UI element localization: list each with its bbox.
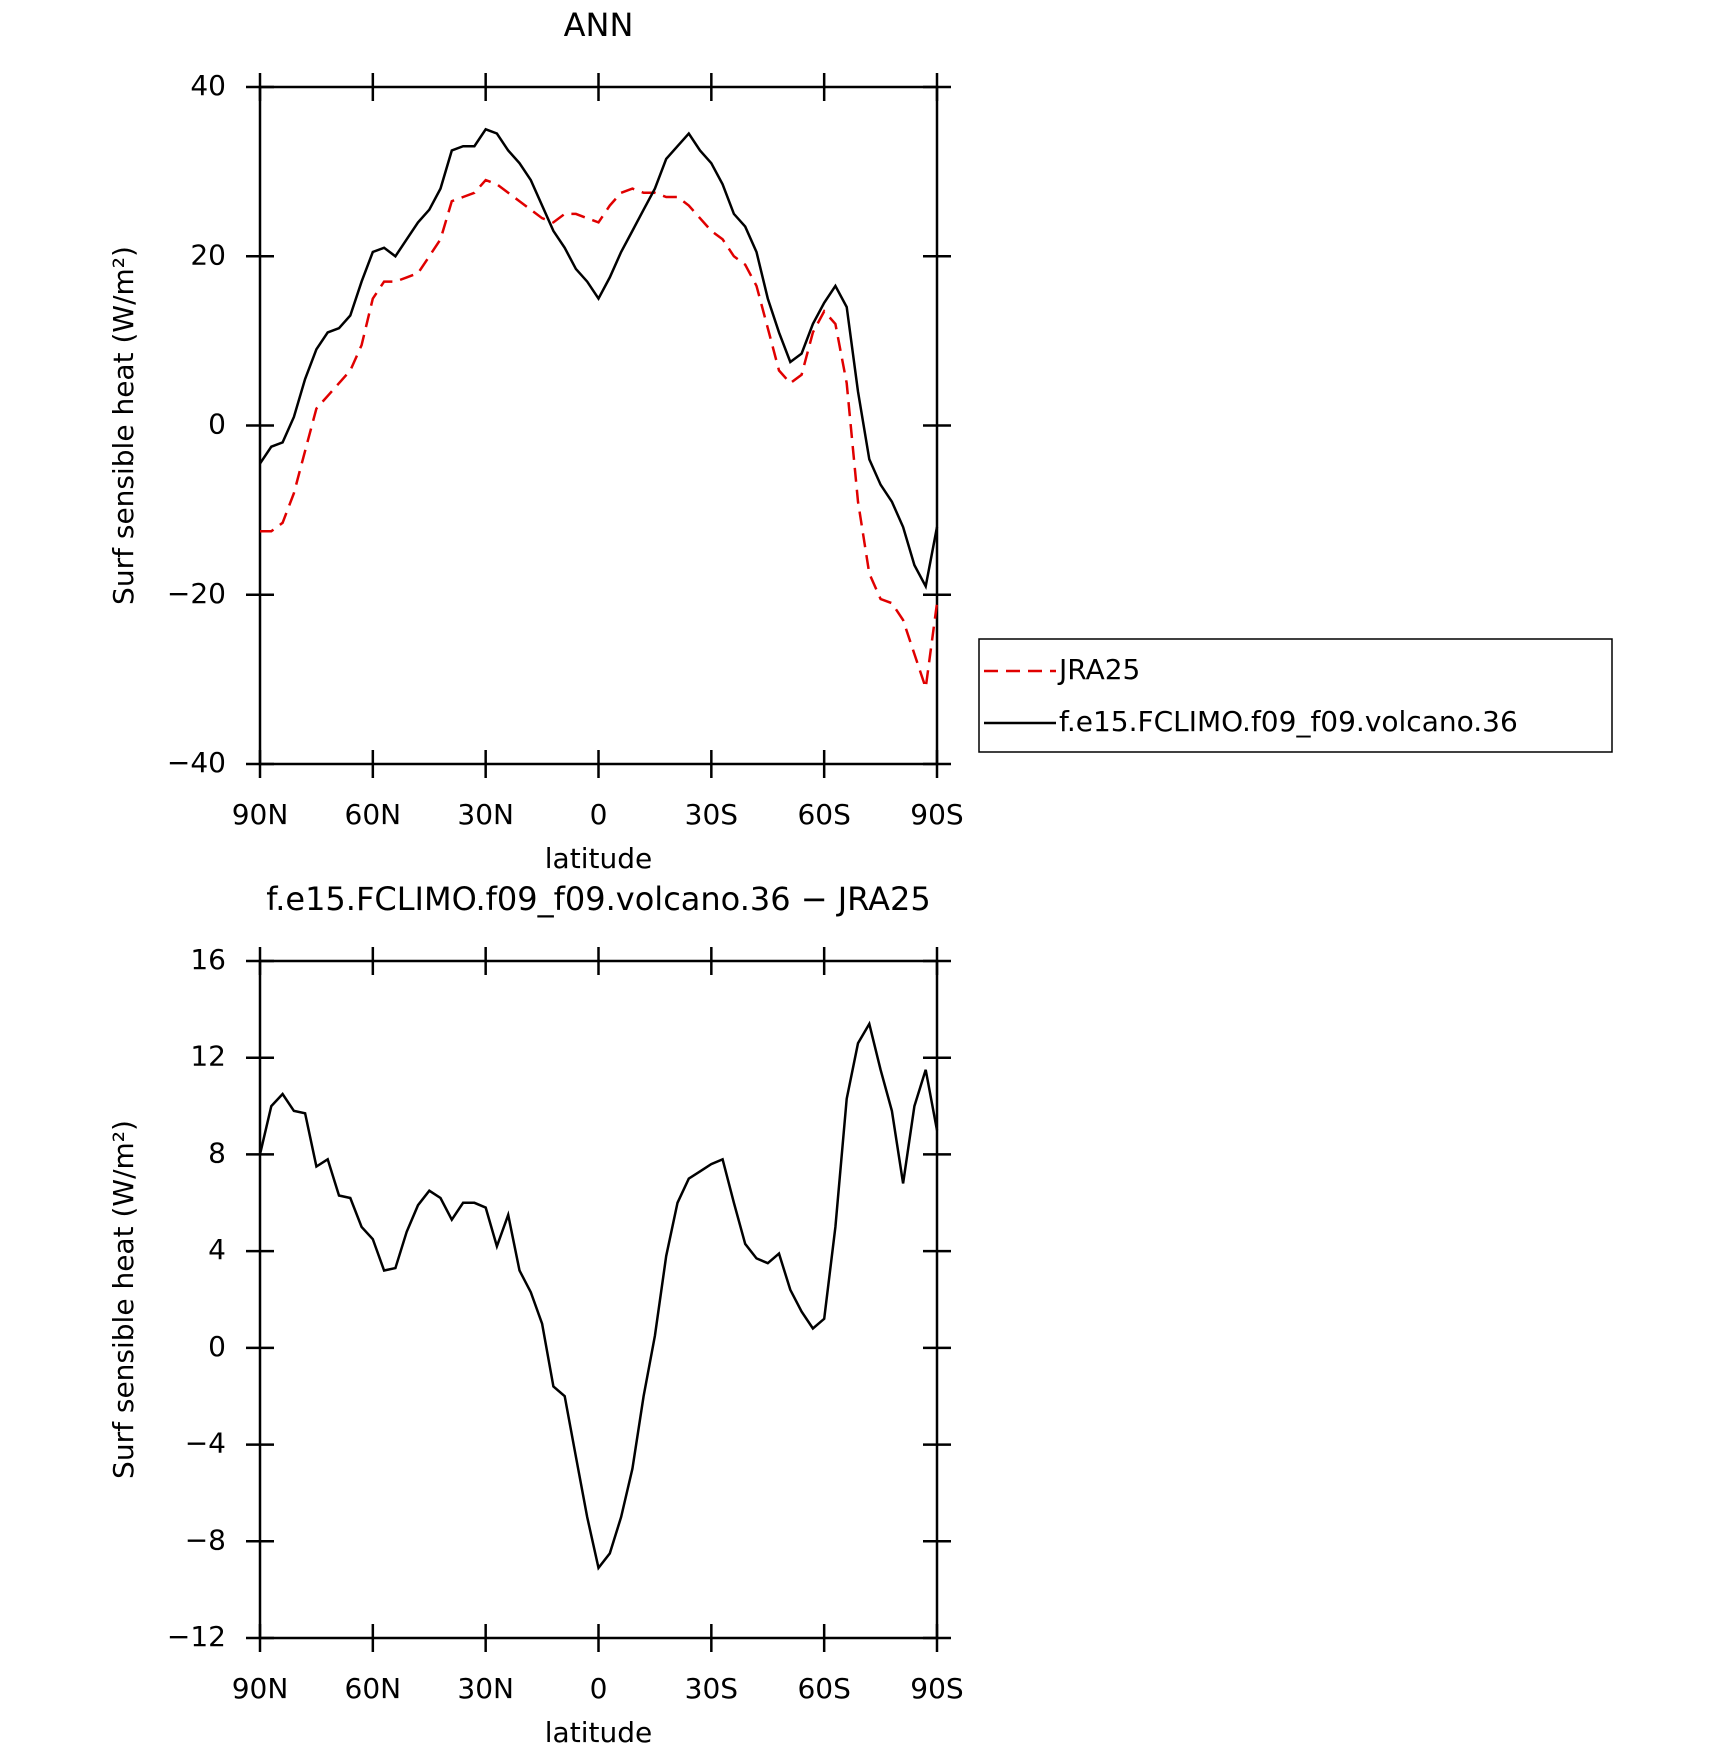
x-tick-label: 60N <box>345 1672 402 1705</box>
x-tick-label: 60N <box>345 798 402 831</box>
legend-label: f.e15.FCLIMO.f09_f09.volcano.36 <box>1059 705 1518 738</box>
y-tick-label: 4 <box>208 1233 226 1266</box>
x-tick-label: 90S <box>910 798 963 831</box>
data-line <box>260 178 939 689</box>
y-tick-label: 0 <box>208 408 226 441</box>
y-tick-label: 0 <box>208 1330 226 1363</box>
y-tick-label: 12 <box>190 1040 226 1073</box>
x-tick-label: 30N <box>457 1672 514 1705</box>
chart-title: ANN <box>564 6 634 44</box>
x-axis-label: latitude <box>545 842 652 875</box>
y-tick-label: −20 <box>167 577 226 610</box>
x-tick-label: 0 <box>590 798 608 831</box>
y-axis-label: Surf sensible heat (W/m²) <box>107 246 140 605</box>
x-tick-label: 90N <box>232 1672 289 1705</box>
x-tick-label: 90S <box>910 1672 963 1705</box>
y-tick-label: 20 <box>190 238 226 271</box>
x-tick-label: 30S <box>685 1672 738 1705</box>
x-tick-label: 60S <box>797 798 850 831</box>
y-tick-label: −8 <box>185 1523 226 1556</box>
x-tick-label: 60S <box>797 1672 850 1705</box>
y-tick-label: 40 <box>190 69 226 102</box>
x-tick-label: 0 <box>590 1672 608 1705</box>
y-tick-label: 16 <box>190 943 226 976</box>
x-axis-label: latitude <box>545 1716 652 1745</box>
data-line <box>258 1020 939 1571</box>
x-tick-label: 30N <box>457 798 514 831</box>
y-tick-label: −40 <box>167 746 226 779</box>
x-tick-label: 90N <box>232 798 289 831</box>
legend-box <box>978 638 1613 753</box>
legend: JRA25 f.e15.FCLIMO.f09_f09.volcano.36 <box>978 638 1613 753</box>
chart-title: f.e15.FCLIMO.f09_f09.volcano.36 − JRA25 <box>266 880 930 918</box>
legend-label: JRA25 <box>1057 653 1140 686</box>
plot-frame <box>258 85 939 766</box>
plot-frame <box>258 959 939 1640</box>
y-tick-label: 8 <box>208 1136 226 1169</box>
y-tick-label: −4 <box>185 1427 226 1460</box>
x-tick-label: 30S <box>685 798 738 831</box>
y-tick-label: −12 <box>167 1620 226 1653</box>
y-axis-label: Surf sensible heat (W/m²) <box>107 1120 140 1479</box>
data-line <box>258 127 939 591</box>
